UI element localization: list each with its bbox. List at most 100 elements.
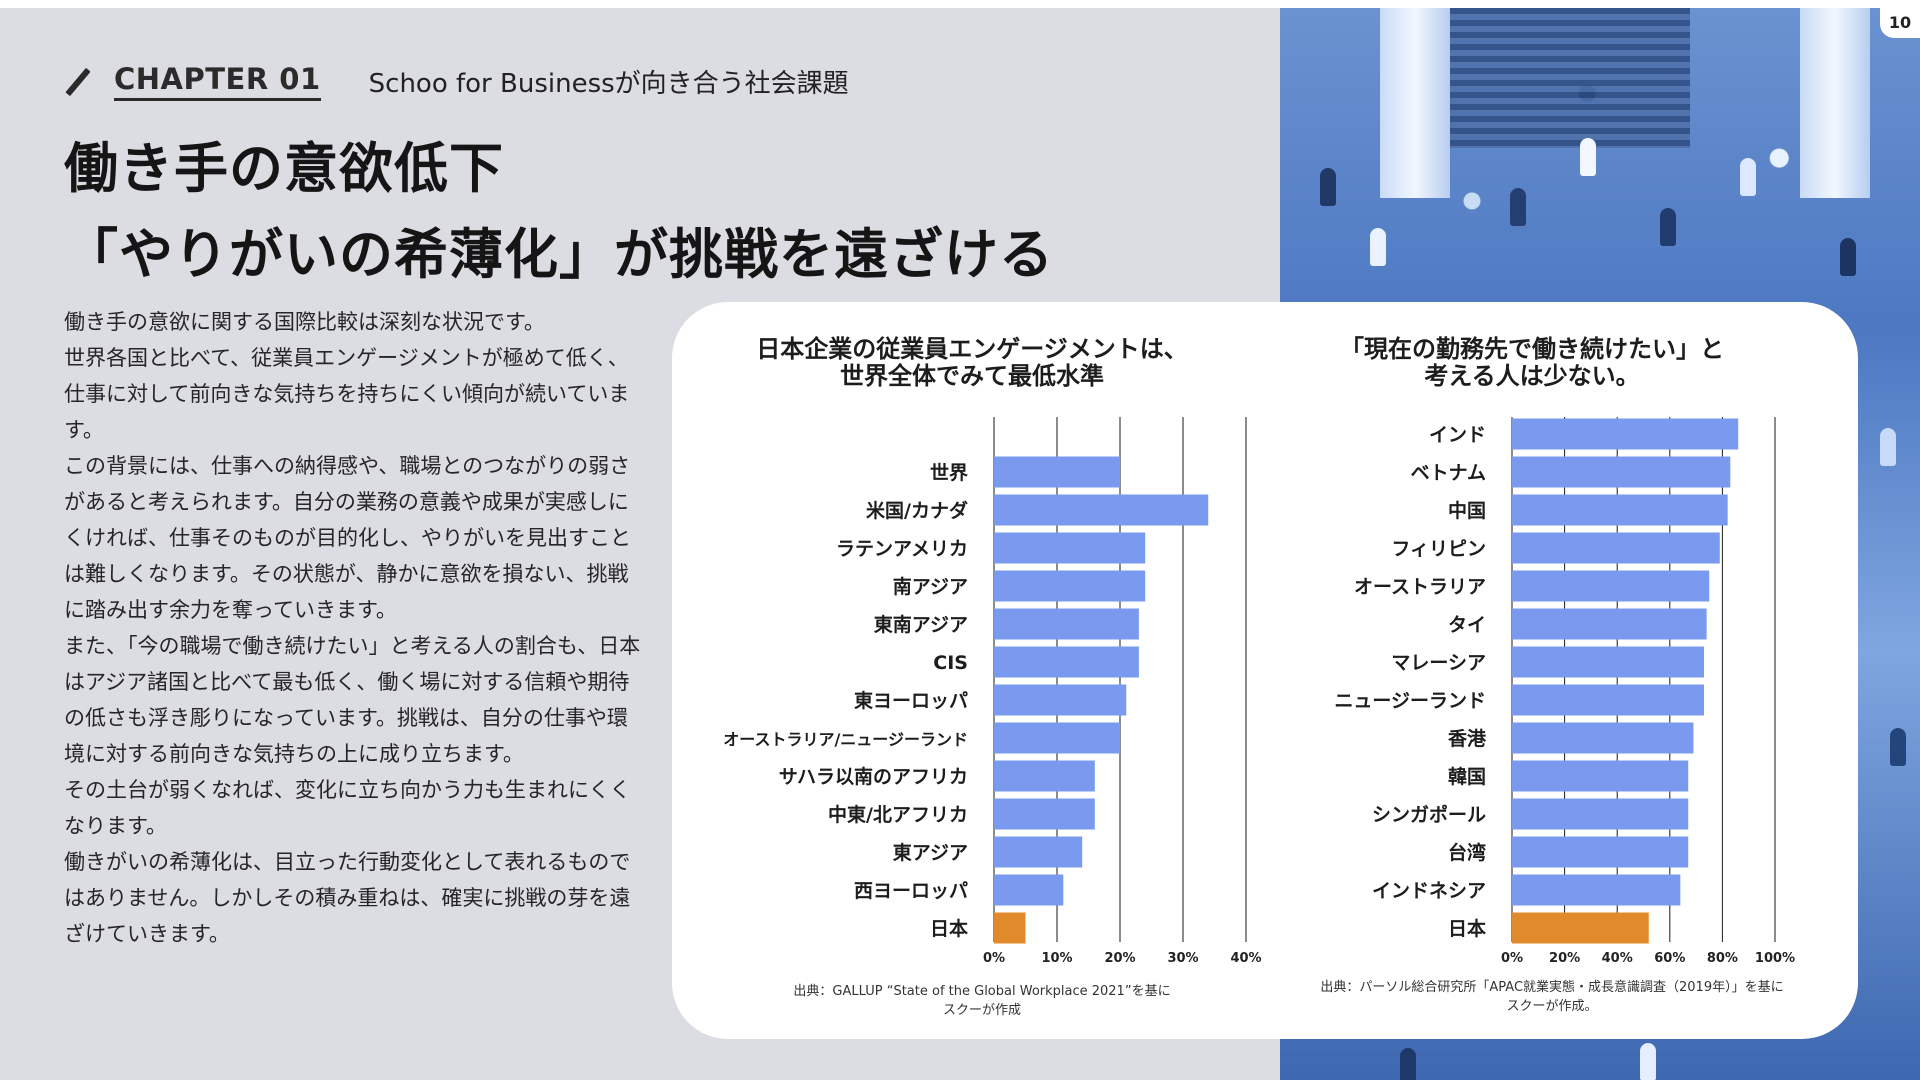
category-label: フィリピン xyxy=(1391,538,1486,560)
bar xyxy=(1512,608,1707,640)
person-image xyxy=(1740,158,1756,196)
chart1-title-line1: 日本企業の従業員エンゲージメントは、 xyxy=(756,335,1188,363)
person-image xyxy=(1580,138,1596,176)
category-label: オーストラリア/ニュージーランド xyxy=(723,730,968,749)
category-label: 南アジア xyxy=(893,576,968,598)
bar xyxy=(1512,912,1649,944)
person-image xyxy=(1660,208,1676,246)
x-tick-label: 100% xyxy=(1755,951,1795,966)
chart2-title: 「現在の勤務先で働き続けたい」と 考える人は少ない。 xyxy=(1252,336,1812,390)
chart2-title-line2: 考える人は少ない。 xyxy=(1424,362,1640,390)
bar xyxy=(1512,456,1731,488)
bar xyxy=(994,532,1146,564)
chart2-source-line1: 出典：パーソル総合研究所「APAC就業実態・成長意識調査（2019年）」を基に xyxy=(1320,980,1784,995)
bar xyxy=(1512,684,1704,716)
bar xyxy=(994,646,1139,678)
category-label: オーストラリア xyxy=(1354,576,1486,598)
bar xyxy=(994,570,1146,602)
category-label: 日本 xyxy=(930,917,968,940)
bar xyxy=(994,608,1139,640)
category-label: ラテンアメリカ xyxy=(836,538,968,560)
bar xyxy=(994,456,1120,488)
bar xyxy=(994,684,1127,716)
person-image xyxy=(1510,188,1526,226)
bar xyxy=(994,722,1120,754)
category-label: 東南アジア xyxy=(874,613,968,636)
category-label: タイ xyxy=(1448,614,1486,636)
person-image xyxy=(1320,168,1336,206)
category-label: インドネシア xyxy=(1372,880,1486,902)
category-label: インド xyxy=(1429,424,1486,446)
category-label: 東アジア xyxy=(893,841,968,864)
bar xyxy=(994,836,1083,868)
x-tick-label: 0% xyxy=(1501,951,1523,966)
x-tick-label: 20% xyxy=(1549,951,1580,966)
x-tick-label: 40% xyxy=(1602,951,1633,966)
bar xyxy=(1512,798,1689,830)
category-label: サハラ以南のアフリカ xyxy=(779,766,968,788)
category-label: 米国/カナダ xyxy=(866,499,968,522)
bar xyxy=(994,494,1209,526)
bar xyxy=(1512,874,1681,906)
bar xyxy=(1512,722,1694,754)
chapter-subtitle: Schoo for Businessが向き合う社会課題 xyxy=(368,68,849,99)
body-paragraph: 働き手の意欲に関する国際比較は深刻な状況です。 xyxy=(64,310,545,334)
body-paragraph: この背景には、仕事への納得感や、職場とのつながりの弱さがあると考えられます。自分… xyxy=(64,454,631,622)
x-tick-label: 80% xyxy=(1707,951,1738,966)
pillar-image xyxy=(1800,8,1870,198)
chart2-source: 出典：パーソル総合研究所「APAC就業実態・成長意識調査（2019年）」を基に … xyxy=(1272,978,1832,1016)
category-label: 西ヨーロッパ xyxy=(854,880,968,902)
bar xyxy=(1512,646,1704,678)
category-label: シンガポール xyxy=(1372,803,1486,826)
x-tick-label: 20% xyxy=(1104,951,1135,966)
page-number: 10 xyxy=(1880,8,1920,38)
category-label: 台湾 xyxy=(1448,841,1486,864)
person-image xyxy=(1400,1048,1416,1080)
category-label: マレーシア xyxy=(1391,652,1486,674)
retention-bar-chart: 0% 20% 40% 60% 80% 100% インドベトナム中国フィリピンオーストラリアタ… xyxy=(1334,417,1795,966)
bar xyxy=(1512,418,1739,450)
chart1-title-line2: 世界全体でみて最低水準 xyxy=(840,362,1104,390)
person-image xyxy=(1890,728,1906,766)
body-paragraph: また、「今の職場で働き続けたい」と考える人の割合も、日本はアジア諸国と比べて最も… xyxy=(64,634,641,766)
bar xyxy=(1512,760,1689,792)
category-label: 世界 xyxy=(930,462,968,484)
chart1-title: 日本企業の従業員エンゲージメントは、 世界全体でみて最低水準 xyxy=(692,336,1252,390)
category-label: 韓国 xyxy=(1448,765,1486,788)
bar xyxy=(1512,494,1728,526)
pen-icon xyxy=(64,65,92,97)
chart-panel: 日本企業の従業員エンゲージメントは、 世界全体でみて最低水準 「現在の勤務先で働… xyxy=(672,302,1858,1039)
category-label: 中東/北アフリカ xyxy=(828,803,968,826)
x-tick-label: 30% xyxy=(1167,951,1198,966)
person-image xyxy=(1640,1043,1656,1080)
chart2-source-line2: スクーが作成。 xyxy=(1506,999,1598,1014)
bar xyxy=(994,760,1095,792)
pillar-image xyxy=(1380,8,1450,198)
person-image xyxy=(1840,238,1856,276)
category-label: 東ヨーロッパ xyxy=(854,689,968,712)
body-text: 働き手の意欲に関する国際比較は深刻な状況です。 世界各国と比べて、従業員エンゲー… xyxy=(64,304,644,952)
category-label: 日本 xyxy=(1448,917,1486,940)
chart2-title-line1: 「現在の勤務先で働き続けたい」と xyxy=(1340,335,1724,363)
body-paragraph: 働きがいの希薄化は、目立った行動変化として表れるものではありません。しかしその積… xyxy=(64,850,631,946)
category-label: 中国 xyxy=(1448,499,1486,522)
x-tick-label: 0% xyxy=(983,951,1005,966)
category-label: ベトナム xyxy=(1411,462,1486,484)
category-label: 香港 xyxy=(1447,728,1487,750)
body-paragraph: 世界各国と比べて、従業員エンゲージメントが極めて低く、仕事に対して前向きな気持ち… xyxy=(64,346,630,442)
chapter-label: CHAPTER 01 xyxy=(114,62,321,101)
bar xyxy=(994,874,1064,906)
bar xyxy=(994,798,1095,830)
chart1-source: 出典：GALLUP “State of the Global Workplace… xyxy=(732,982,1232,1020)
chart1-source-line1: 出典：GALLUP “State of the Global Workplace… xyxy=(793,984,1171,999)
category-label: ニュージーランド xyxy=(1334,690,1486,712)
bar xyxy=(1512,532,1720,564)
x-tick-label: 10% xyxy=(1041,951,1072,966)
person-image xyxy=(1370,228,1386,266)
slide: CHAPTER 01 Schoo for Businessが向き合う社会課題 働… xyxy=(0,8,1920,1080)
slide-title-line1: 働き手の意欲低下 xyxy=(64,137,504,200)
chart1-source-line2: スクーが作成 xyxy=(942,1003,1021,1018)
category-label: CIS xyxy=(933,652,968,674)
bar xyxy=(1512,570,1710,602)
